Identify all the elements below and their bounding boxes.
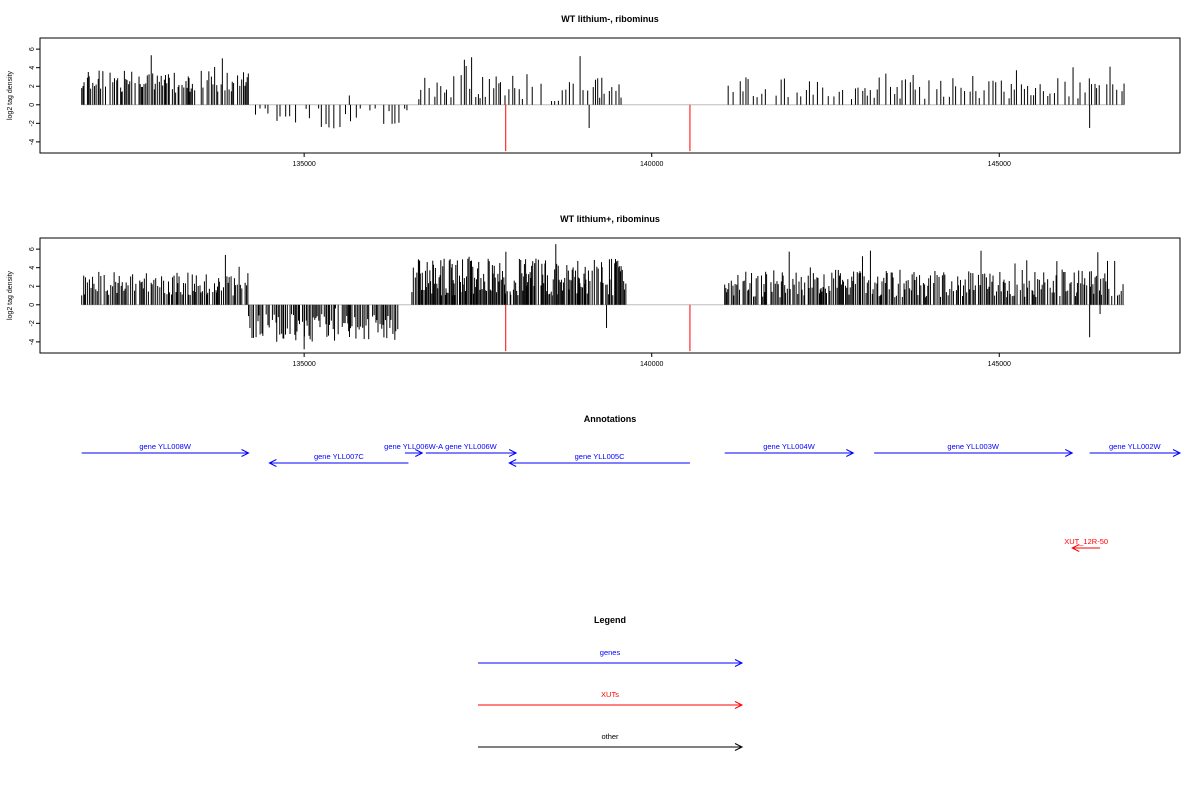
feature-arrow-head — [1172, 449, 1182, 457]
panel-2-ylabel: log2 tag density — [7, 270, 14, 320]
track-panel-lithium-minus: WT lithium-, ribominus log2 tag density … — [7, 14, 1181, 168]
legend-arrow-head — [734, 701, 744, 709]
y-tick-label: 0 — [29, 303, 36, 307]
x-tick-label: 135000 — [292, 361, 315, 368]
panel-1-ylabel: log2 tag density — [7, 70, 14, 120]
y-tick-label: 6 — [29, 247, 36, 251]
legend-arrow-head — [734, 743, 744, 751]
panel-1-marks — [81, 55, 1125, 152]
feature-label: gene YLL003W — [947, 442, 999, 451]
y-tick-label: 0 — [29, 103, 36, 107]
x-tick-label: 145000 — [988, 161, 1011, 168]
feature-arrow-head — [241, 449, 250, 457]
panel-2-axes: -4 -2 0 2 4 6 135000 140000 145000 — [29, 247, 1011, 368]
panel-1-frame — [39, 37, 1181, 154]
feature-label: gene YLL005C — [575, 452, 625, 461]
feature-arrow-head — [508, 449, 518, 457]
feature-arrow-head — [508, 459, 517, 467]
y-tick-label: -2 — [29, 120, 36, 126]
feature-arrow-head — [1071, 544, 1080, 552]
panel-2-title: WT lithium+, ribominus — [560, 214, 660, 224]
feature-label: gene YLL004W — [763, 442, 815, 451]
legend-label: XUTs — [601, 690, 619, 699]
y-tick-label: 2 — [29, 284, 36, 288]
annotations-track: Annotations gene YLL008W gene YLL007C gene… — [81, 414, 1182, 552]
y-tick-label: 6 — [29, 47, 36, 51]
y-tick-label: -4 — [29, 139, 36, 145]
legend-label: genes — [600, 648, 621, 657]
panel-1-axes: -4 -2 0 2 4 6 135000 140000 145000 — [29, 47, 1011, 168]
x-tick-label: 140000 — [640, 361, 663, 368]
annotations-title: Annotations — [584, 414, 637, 424]
panel-2-marks — [81, 244, 1125, 352]
track-panel-lithium-plus: WT lithium+, ribominus log2 tag density … — [7, 214, 1181, 368]
legend-label: other — [601, 732, 619, 741]
feature-arrow-head — [1065, 449, 1074, 457]
legend-arrow-head — [734, 659, 744, 667]
panel-1-title: WT lithium-, ribominus — [561, 14, 659, 24]
feature-label: gene YLL006W-A — [384, 442, 443, 451]
legend-items: genes XUTs other — [478, 648, 744, 751]
feature-arrow-head — [846, 449, 855, 457]
feature-arrow-head — [415, 449, 424, 457]
feature-label: gene YLL006W — [445, 442, 497, 451]
y-tick-label: 4 — [29, 66, 36, 70]
feature-label: gene YLL002W — [1109, 442, 1161, 451]
legend-title: Legend — [594, 615, 626, 625]
x-tick-label: 140000 — [640, 161, 663, 168]
legend: Legend genes XUTs other — [478, 615, 744, 751]
feature-arrow-head — [268, 459, 277, 467]
x-tick-label: 135000 — [292, 161, 315, 168]
panel-2-frame — [39, 237, 1181, 354]
y-tick-label: -4 — [29, 339, 36, 345]
feature-label: gene YLL007C — [314, 452, 364, 461]
y-tick-label: -2 — [29, 320, 36, 326]
feature-label: XUT_12R-50 — [1064, 537, 1108, 546]
x-tick-label: 145000 — [988, 361, 1011, 368]
y-tick-label: 4 — [29, 266, 36, 270]
y-tick-label: 2 — [29, 84, 36, 88]
feature-label: gene YLL008W — [139, 442, 191, 451]
